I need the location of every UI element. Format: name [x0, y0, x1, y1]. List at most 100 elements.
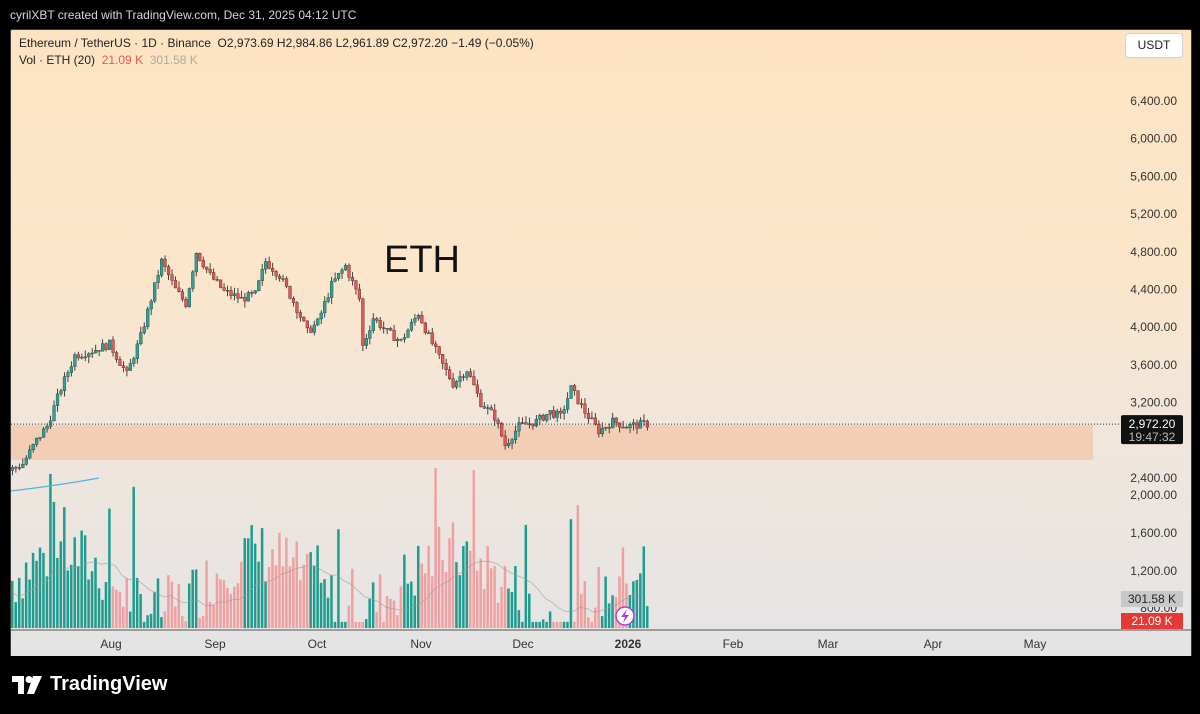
candle-body: [225, 290, 230, 292]
volume-bar: [368, 598, 371, 628]
candle-body: [274, 271, 278, 277]
volume-bar: [194, 569, 198, 628]
candle-body: [465, 371, 469, 378]
chart-panel[interactable]: 6,400.00 6,000.00 5,600.00 5,200.00 4,800.00…: [10, 29, 1192, 658]
candle-body: [597, 423, 601, 435]
volume-bar: [538, 621, 541, 628]
candle-body: [177, 287, 181, 292]
candle-body: [444, 363, 448, 370]
volume-bar: [548, 611, 552, 628]
candle-body: [486, 407, 490, 409]
volume-bar: [80, 530, 83, 628]
volume-bar: [122, 606, 125, 628]
volume-bar: [146, 615, 149, 628]
candle-body: [399, 338, 403, 341]
candle-body: [500, 423, 504, 437]
volume-current-tag: [1121, 613, 1183, 629]
volume-bar: [590, 621, 593, 628]
candle-body: [604, 427, 608, 429]
volume-bar: [576, 505, 580, 628]
volume-legend[interactable]: Vol · ETH (20) 21.09 K 301.58 K: [19, 53, 198, 67]
candle-body: [402, 337, 407, 340]
volume-bar: [635, 579, 639, 628]
volume-bar: [611, 595, 614, 628]
candle-body: [541, 414, 545, 421]
volume-bar: [115, 589, 118, 628]
volume-bar: [510, 592, 514, 628]
candle-body: [430, 332, 434, 345]
candle-body: [166, 266, 171, 276]
tradingview-logo[interactable]: TradingView: [12, 673, 167, 696]
candle-body: [364, 338, 368, 346]
candle-body: [180, 291, 185, 300]
candle-body: [101, 343, 105, 352]
candle-body: [42, 428, 46, 438]
candle-body: [243, 296, 247, 302]
volume-bar: [632, 581, 635, 628]
tradingview-logo-icon: [12, 675, 42, 694]
candle-body: [621, 426, 625, 429]
volume-bar: [423, 573, 427, 628]
candle-body: [312, 324, 316, 333]
candle-body: [552, 410, 556, 418]
candle-body: [142, 326, 146, 333]
volume-bar: [406, 583, 410, 628]
candle-body: [170, 274, 174, 281]
candle-body: [375, 318, 379, 321]
volume-bar: [413, 595, 417, 628]
candle-body: [160, 258, 164, 276]
volume-bar: [375, 612, 378, 628]
volume-bar: [215, 573, 219, 628]
volume-bar: [344, 621, 347, 628]
volume-bar: [416, 545, 420, 628]
volume-bar: [35, 560, 38, 628]
volume-bar: [583, 581, 587, 628]
price-chart[interactable]: 6,400.00 6,000.00 5,600.00 5,200.00 4,800.00…: [11, 30, 1191, 657]
volume-bar: [430, 576, 434, 628]
volume-bar: [524, 524, 528, 628]
candle-body: [389, 328, 393, 331]
volume-bar: [139, 594, 142, 628]
volume-bar: [389, 598, 392, 628]
candle-body: [572, 385, 577, 391]
candle-body: [239, 296, 244, 299]
volume-bar: [181, 616, 184, 628]
volume-bar: [569, 519, 573, 628]
candle-body: [614, 417, 618, 424]
volume-bar: [184, 621, 187, 628]
volume-bar: [347, 605, 351, 628]
candle-body: [330, 280, 334, 298]
candle-body: [222, 287, 226, 291]
candle-body: [340, 269, 344, 274]
candle-body: [260, 269, 264, 281]
price-axis-label: 4,400.00: [1130, 283, 1177, 297]
candle-body: [156, 275, 160, 283]
candle-body: [548, 410, 552, 415]
candle-body: [218, 279, 223, 288]
volume-bar: [521, 621, 524, 628]
volume-label: Vol · ETH (20): [19, 53, 96, 67]
candle-body: [305, 320, 309, 329]
volume-bar: [500, 587, 503, 628]
volume-bar: [573, 621, 576, 628]
candle-body: [271, 267, 275, 272]
candle-body: [111, 339, 115, 353]
candle-body: [11, 467, 14, 471]
symbol-legend[interactable]: Ethereum / TetherUS · 1D · Binance O2,97…: [19, 36, 534, 50]
candle-body: [149, 300, 153, 310]
currency-button[interactable]: USDT: [1125, 33, 1183, 58]
volume-bar: [309, 552, 312, 628]
candle-body: [31, 444, 35, 450]
candle-body: [302, 317, 306, 322]
candle-body: [257, 280, 261, 291]
candle-body: [45, 425, 49, 430]
candle-body: [205, 266, 209, 270]
candle-body: [371, 318, 375, 331]
volume-bar: [410, 581, 413, 628]
candle-body: [94, 350, 98, 354]
volume-bar: [11, 580, 14, 628]
candle-body: [406, 329, 410, 338]
volume-bar: [104, 582, 108, 628]
volume-bar: [24, 562, 28, 628]
time-axis-label: Sep: [204, 637, 226, 651]
